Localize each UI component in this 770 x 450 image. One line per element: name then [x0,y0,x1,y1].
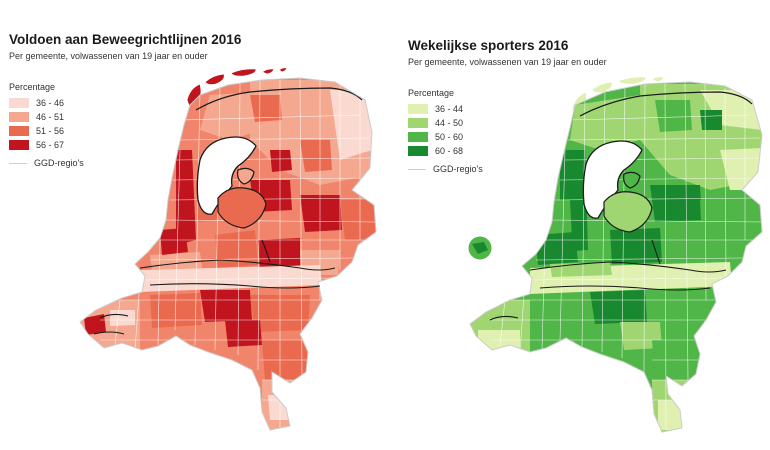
ggd-region-lines [93,239,336,335]
legend-label: 36 - 46 [36,97,65,108]
right-map-subtitle: Per gemeente, volwassenen van 19 jaar en… [408,57,607,67]
ggd-line-symbol [408,168,426,170]
right-legend-item: 44 - 50 [408,117,463,128]
ggd-label: GGD-regio's [34,158,84,168]
ggd-region-lines [489,239,727,321]
legend-swatch [9,125,29,136]
ggd-line-symbol [9,162,27,164]
netherlands-map-green [467,76,763,433]
municipality-fill-left [80,78,376,430]
right-map-panel: Wekelijkse sporters 2016 Per gemeente, v… [400,0,770,450]
wadden-islands [186,67,288,110]
left-ggd-legend: GGD-regio's [9,158,84,168]
left-map-title: Voldoen aan Beweegrichtlijnen 2016 [9,32,242,47]
legend-swatch [408,145,428,156]
legend-swatch [408,103,428,114]
left-legend-item: 46 - 51 [9,111,64,122]
legend-label: 56 - 67 [36,139,65,150]
legend-label: 51 - 56 [36,125,65,136]
legend-label: 44 - 50 [435,117,464,128]
legend-swatch [408,131,428,142]
municipality-fill-right [470,82,762,432]
left-legend-item: 36 - 46 [9,97,64,108]
left-map-subtitle: Per gemeente, volwassenen van 19 jaar en… [9,51,208,61]
left-legend-item: 56 - 67 [9,139,64,150]
ijsselmeer-water [582,140,643,219]
left-map-panel: Voldoen aan Beweegrichtlijnen 2016 Per g… [9,32,377,431]
right-ggd-legend: GGD-regio's [408,164,483,174]
flevoland [603,191,653,233]
legend-swatch [9,97,29,108]
ggd-label: GGD-regio's [433,164,483,174]
legend-swatch [9,139,29,150]
netherlands-map-red [79,67,377,431]
legend-label: 36 - 44 [435,103,464,114]
flevoland [217,187,267,229]
right-legend-item: 60 - 68 [408,145,463,156]
land-outline [79,77,377,431]
right-legend-item: 50 - 60 [408,131,463,142]
right-legend-item: 36 - 44 [408,103,463,114]
legend-label: 50 - 60 [435,131,464,142]
ijsselmeer-water [196,136,257,215]
land-outline [469,81,763,433]
legend-label: 60 - 68 [435,145,464,156]
legend-swatch [408,117,428,128]
left-legend-title: Percentage [9,82,56,92]
legend-swatch [9,111,29,122]
right-legend-title: Percentage [408,88,455,98]
right-map-title: Wekelijkse sporters 2016 [408,38,569,53]
left-legend-item: 51 - 56 [9,125,64,136]
legend-label: 46 - 51 [36,111,65,122]
